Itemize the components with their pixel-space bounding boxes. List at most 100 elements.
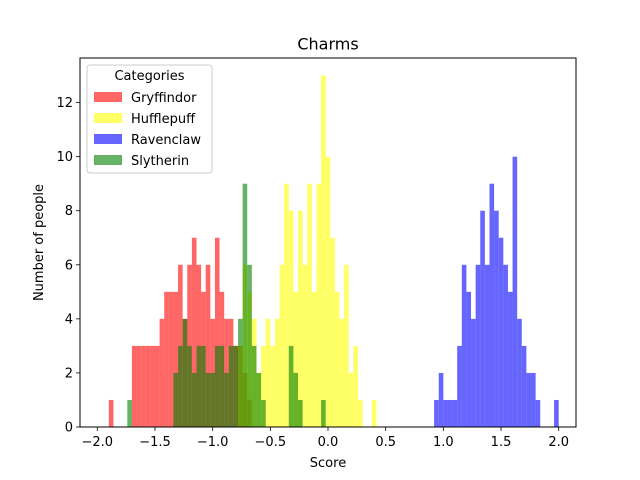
bar-gryffindor-8	[164, 291, 169, 427]
series-slytherin	[127, 183, 326, 427]
bar-gryffindor-2	[136, 345, 142, 427]
x-tick-label: −1.5	[139, 435, 171, 450]
x-tick-label: −2.0	[82, 435, 114, 450]
legend-swatch-slytherin	[94, 155, 122, 165]
bar-slytherin-5	[191, 372, 197, 427]
bar-slytherin-11	[219, 345, 225, 427]
bar-gryffindor-0	[108, 399, 114, 427]
bar-gryffindor-1	[131, 345, 137, 427]
bar-ravenclaw-5	[457, 345, 462, 427]
bar-hufflepuff-14	[302, 264, 308, 427]
bar-gryffindor-3	[141, 345, 146, 427]
legend-swatch-hufflepuff	[94, 113, 122, 123]
bar-gryffindor-17	[205, 264, 211, 427]
bar-slytherin-0	[127, 399, 132, 427]
bar-ravenclaw-17	[512, 156, 518, 427]
bar-hufflepuff-16	[311, 291, 317, 427]
bar-ravenclaw-10	[480, 210, 485, 427]
y-tick-label: 2	[65, 366, 73, 381]
legend: Categories Gryffindor Hufflepuff Ravenclaw…	[86, 64, 213, 174]
bar-slytherin-19	[256, 372, 262, 427]
y-tick-label: 0	[65, 421, 73, 436]
bar-hufflepuff-25	[353, 345, 358, 427]
bar-ravenclaw-15	[503, 264, 508, 427]
bar-slytherin-15	[238, 318, 243, 427]
legend-label-ravenclaw: Ravenclaw	[131, 133, 201, 148]
bar-slytherin-1	[173, 372, 179, 427]
x-tick-label: 0.0	[318, 435, 339, 450]
bar-hufflepuff-10	[284, 183, 289, 427]
bar-ravenclaw-23	[554, 399, 559, 427]
x-tick-label: 1.0	[433, 435, 454, 450]
bar-hufflepuff-26	[357, 399, 363, 427]
bar-ravenclaw-22	[535, 399, 541, 427]
bar-slytherin-4	[187, 345, 192, 427]
legend-label-gryffindor: Gryffindor	[131, 91, 197, 106]
bar-ravenclaw-11	[484, 264, 490, 427]
bar-hufflepuff-5	[261, 345, 266, 427]
bar-hufflepuff-13	[298, 210, 303, 427]
bar-slytherin-8	[205, 372, 211, 427]
legend-swatch-ravenclaw	[94, 134, 122, 144]
bar-slytherin-17	[247, 264, 252, 427]
bar-gryffindor-14	[191, 237, 197, 427]
y-tick-label: 6	[65, 258, 73, 273]
bar-hufflepuff-17	[316, 183, 322, 427]
x-tick-label: 0.5	[375, 435, 396, 450]
bar-hufflepuff-20	[330, 237, 335, 427]
bar-hufflepuff-23	[344, 264, 349, 427]
bar-slytherin-3	[182, 318, 188, 427]
bar-hufflepuff-6	[265, 318, 271, 427]
bar-ravenclaw-6	[461, 264, 467, 427]
bar-gryffindor-6	[154, 345, 160, 427]
bar-hufflepuff-19	[325, 156, 331, 427]
bar-hufflepuff-11	[288, 210, 294, 427]
bar-ravenclaw-14	[498, 237, 504, 427]
bar-hufflepuff-8	[274, 318, 280, 427]
bars-layer	[108, 75, 559, 428]
bar-slytherin-23	[298, 399, 303, 427]
bar-ravenclaw-9	[475, 264, 481, 427]
bar-slytherin-22	[293, 372, 299, 427]
bar-ravenclaw-21	[531, 372, 536, 427]
bar-ravenclaw-7	[466, 291, 472, 427]
y-tick-label: 8	[65, 204, 73, 219]
legend-label-slytherin: Slytherin	[131, 154, 189, 169]
x-tick-label: 2.0	[548, 435, 569, 450]
bar-ravenclaw-20	[526, 372, 532, 427]
bar-gryffindor-5	[150, 345, 155, 427]
bar-hufflepuff-12	[293, 291, 299, 427]
legend-swatch-gryffindor	[94, 92, 122, 102]
bar-ravenclaw-16	[507, 291, 513, 427]
legend-label-hufflepuff: Hufflepuff	[131, 112, 196, 127]
legend-title: Categories	[114, 69, 184, 84]
bar-gryffindor-10	[173, 291, 179, 427]
bar-slytherin-10	[214, 345, 220, 427]
bar-ravenclaw-19	[521, 345, 527, 427]
bar-hufflepuff-24	[348, 372, 354, 427]
bar-gryffindor-19	[214, 237, 220, 427]
chart-title: Charms	[297, 35, 358, 54]
bar-ravenclaw-0	[434, 399, 439, 427]
x-axis-ticks: −2.0 −1.5 −1.0 −0.5 0.0 0.5 1.0 1.5 2.0	[82, 427, 569, 450]
bar-slytherin-2	[178, 345, 183, 427]
bar-gryffindor-7	[159, 318, 165, 427]
bar-ravenclaw-3	[447, 399, 453, 427]
bar-slytherin-14	[233, 345, 239, 427]
bar-hufflepuff-18	[321, 75, 326, 428]
y-tick-label: 4	[65, 312, 73, 327]
y-tick-label: 10	[56, 150, 73, 165]
bar-slytherin-16	[242, 183, 248, 427]
bar-slytherin-7	[201, 345, 206, 427]
bar-ravenclaw-4	[452, 399, 458, 427]
series-ravenclaw	[434, 156, 559, 427]
x-tick-label: 1.5	[491, 435, 512, 450]
x-axis-label: Score	[310, 456, 346, 471]
bar-hufflepuff-7	[270, 345, 275, 427]
bar-ravenclaw-18	[517, 318, 522, 427]
bar-hufflepuff-9	[279, 264, 285, 427]
bar-ravenclaw-8	[471, 318, 476, 427]
bar-slytherin-21	[288, 345, 294, 427]
bar-slytherin-9	[210, 372, 215, 427]
